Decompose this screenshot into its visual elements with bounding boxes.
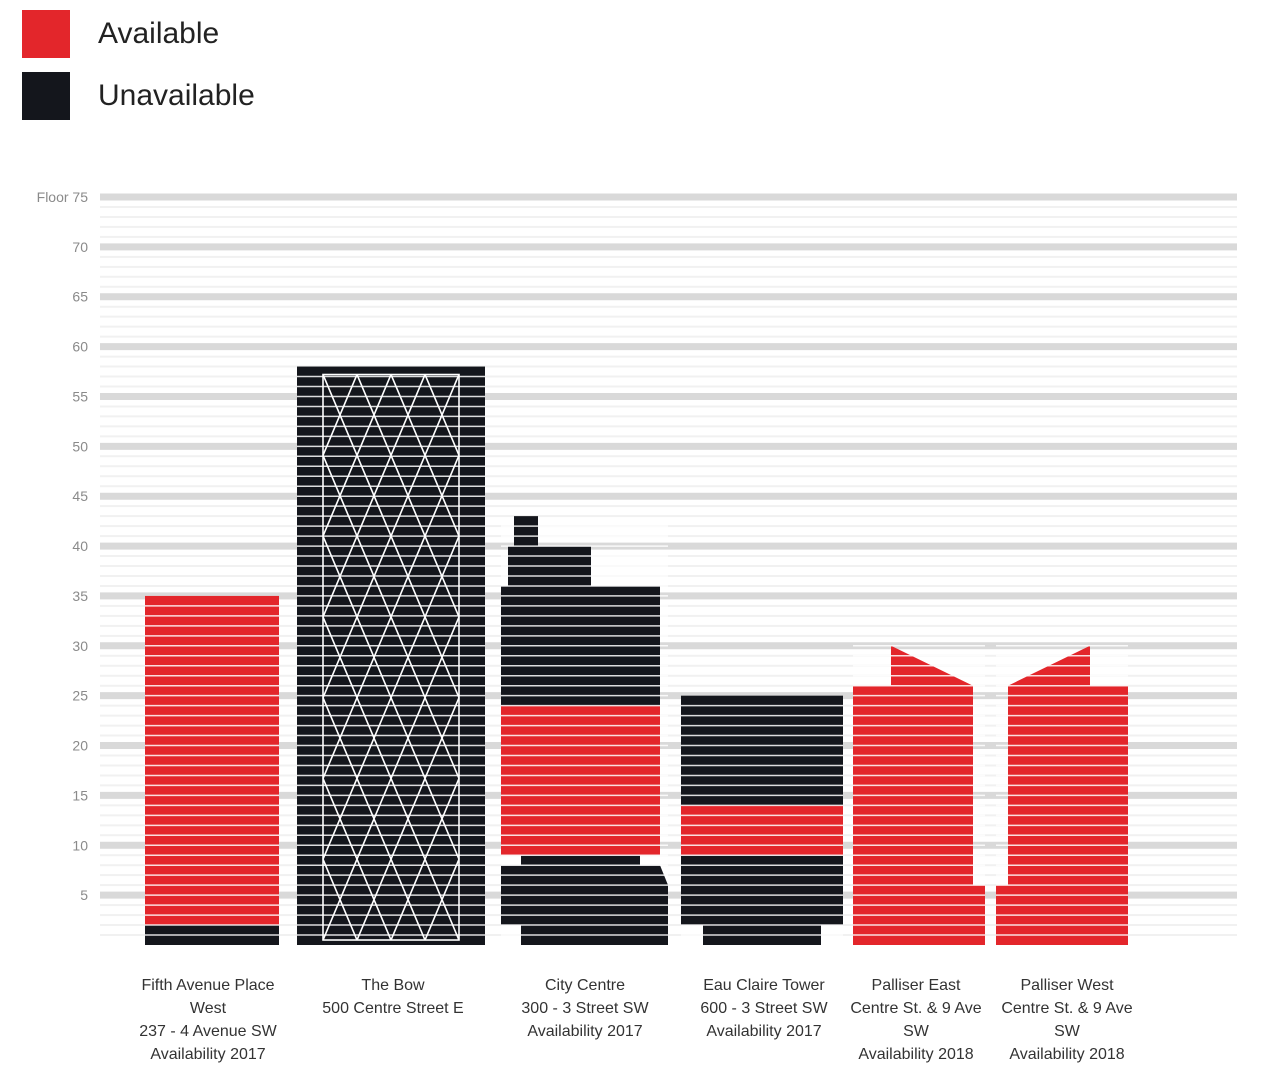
building-label-line: 600 - 3 Street SW bbox=[700, 1000, 828, 1017]
building-label-line: Eau Claire Tower bbox=[703, 977, 825, 994]
y-tick-label: 10 bbox=[72, 837, 88, 853]
y-tick-label: 15 bbox=[72, 787, 88, 803]
floor-lines bbox=[501, 525, 668, 936]
segment-available bbox=[145, 595, 279, 926]
y-tick-label: 60 bbox=[72, 339, 88, 355]
segment-available bbox=[501, 705, 660, 856]
segment-available bbox=[681, 805, 843, 856]
legend-item-unavailable: Unavailable bbox=[22, 72, 255, 120]
y-tick-label: 50 bbox=[72, 438, 88, 454]
building-label-line: Availability 2017 bbox=[706, 1023, 821, 1040]
y-tick-label: 20 bbox=[72, 738, 88, 754]
diagrid bbox=[322, 373, 460, 941]
floor-lines bbox=[996, 645, 1128, 936]
building-label-line: Centre St. & 9 Ave bbox=[850, 1000, 981, 1017]
legend-item-available: Available bbox=[22, 10, 255, 58]
y-tick-label: Floor 75 bbox=[37, 189, 89, 205]
segment-unavailable bbox=[501, 516, 660, 706]
y-tick-label: 45 bbox=[72, 488, 88, 504]
y-tick-label: 5 bbox=[80, 887, 88, 903]
segment-unavailable bbox=[681, 695, 843, 806]
legend-label-available: Available bbox=[98, 17, 220, 50]
legend: Available Unavailable bbox=[22, 10, 255, 134]
floor-lines bbox=[145, 605, 279, 936]
building-4 bbox=[853, 645, 985, 945]
legend-label-unavailable: Unavailable bbox=[98, 79, 255, 112]
building-label-line: Palliser East bbox=[872, 977, 961, 994]
building-5 bbox=[996, 645, 1128, 945]
building-label-line: West bbox=[190, 1000, 227, 1017]
building-1 bbox=[297, 366, 485, 946]
building-3 bbox=[681, 695, 843, 945]
building-0 bbox=[145, 595, 279, 945]
floor-lines bbox=[681, 704, 843, 936]
y-tick-label: 65 bbox=[72, 289, 88, 305]
building-label-line: Availability 2017 bbox=[527, 1023, 642, 1040]
floor-lines bbox=[853, 645, 985, 936]
building-label-line: Centre St. & 9 Ave bbox=[1001, 1000, 1132, 1017]
building-2 bbox=[501, 516, 668, 945]
y-tick-label: 70 bbox=[72, 239, 88, 255]
building-label-line: The Bow bbox=[361, 977, 425, 994]
legend-swatch-available bbox=[22, 10, 70, 58]
building-label-line: 500 Centre Street E bbox=[322, 1000, 463, 1017]
building-label-line: 237 - 4 Avenue SW bbox=[139, 1023, 277, 1040]
y-tick-label: 40 bbox=[72, 538, 88, 554]
segment-unavailable bbox=[501, 855, 668, 945]
y-tick-label: 35 bbox=[72, 588, 88, 604]
y-tick-label: 25 bbox=[72, 688, 88, 704]
building-label-line: Palliser West bbox=[1020, 977, 1114, 994]
building-label-line: 300 - 3 Street SW bbox=[521, 1000, 649, 1017]
building-label-line: SW bbox=[903, 1023, 930, 1040]
y-tick-label: 55 bbox=[72, 388, 88, 404]
y-tick-label: 30 bbox=[72, 638, 88, 654]
building-label-line: City Centre bbox=[545, 977, 625, 994]
building-label-line: SW bbox=[1054, 1023, 1081, 1040]
building-label-line: Availability 2018 bbox=[1009, 1046, 1124, 1063]
building-label-line: Availability 2017 bbox=[150, 1046, 265, 1063]
building-label-line: Fifth Avenue Place bbox=[141, 977, 274, 994]
legend-swatch-unavailable bbox=[22, 72, 70, 120]
building-label-line: Availability 2018 bbox=[858, 1046, 973, 1063]
segment-unavailable bbox=[681, 855, 843, 945]
